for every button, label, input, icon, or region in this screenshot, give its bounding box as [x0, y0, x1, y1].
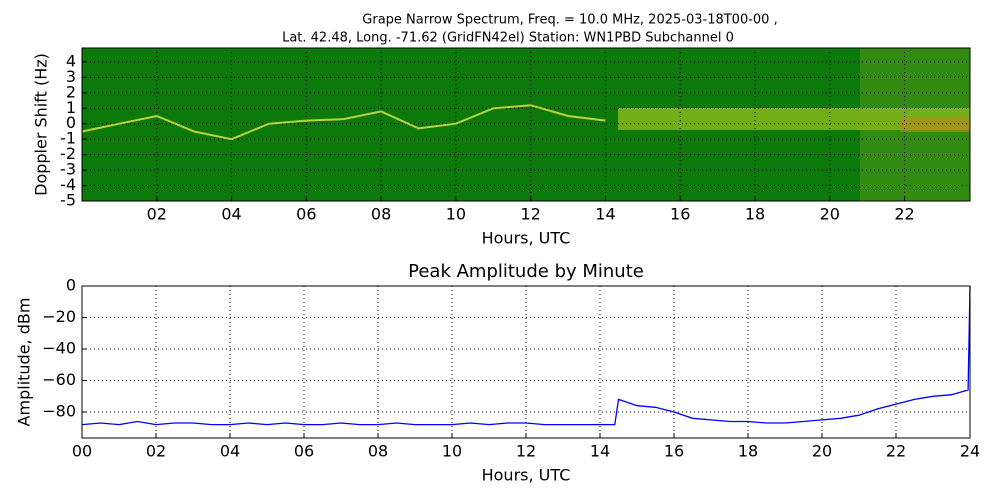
y-tick-label: -1	[60, 129, 76, 148]
y-tick-label: −20	[42, 307, 76, 326]
plot-frame	[81, 47, 971, 202]
doppler-trace	[81, 104, 606, 141]
amplitude-line	[81, 285, 971, 426]
x-tick-label: 04	[220, 442, 240, 461]
x-tick-label: 12	[520, 205, 540, 224]
x-tick-label: 10	[446, 205, 466, 224]
x-tick-label: 24	[960, 442, 980, 461]
x-axis-label: Hours, UTC	[482, 229, 571, 248]
x-tick-label: 08	[368, 442, 388, 461]
x-tick-label: 08	[371, 205, 391, 224]
x-tick-label: 22	[886, 442, 906, 461]
y-tick-label: −60	[42, 370, 76, 389]
y-tick-label: -4	[60, 175, 76, 194]
x-axis-label: Hours, UTC	[482, 466, 571, 485]
x-tick-label: 20	[812, 442, 832, 461]
x-tick-label: 16	[670, 205, 690, 224]
y-tick-label: −40	[42, 339, 76, 358]
x-tick-label: 14	[590, 442, 610, 461]
y-axis-label: Amplitude, dBm	[15, 298, 34, 427]
x-tick-label: 04	[221, 205, 241, 224]
y-tick-label: 4	[66, 51, 76, 70]
x-tick-label: 22	[894, 205, 914, 224]
x-tick-label: 02	[147, 205, 167, 224]
y-tick-label: 3	[66, 67, 76, 86]
y-tick-label: -5	[60, 191, 76, 210]
spectrogram-band	[618, 108, 970, 130]
x-tick-label: 14	[595, 205, 615, 224]
plot-frame	[81, 285, 971, 439]
y-tick-label: −80	[42, 402, 76, 421]
y-tick-label: 2	[66, 82, 76, 101]
x-tick-label: 02	[146, 442, 166, 461]
x-tick-label: 20	[820, 205, 840, 224]
x-tick-label: 06	[294, 442, 314, 461]
x-tick-label: 18	[745, 205, 765, 224]
chart-title: Peak Amplitude by Minute	[408, 261, 644, 282]
y-tick-label: -2	[60, 144, 76, 163]
spectrogram-noise	[860, 48, 970, 201]
x-tick-label: 18	[738, 442, 758, 461]
y-tick-label: -3	[60, 160, 76, 179]
chart-title: Grape Narrow Spectrum, Freq. = 10.0 MHz,…	[362, 13, 777, 28]
x-tick-label: 00	[72, 442, 92, 461]
x-tick-label: 16	[664, 442, 684, 461]
spectrogram-hotspot	[900, 118, 970, 132]
y-axis-label: Doppler Shift (Hz)	[32, 53, 51, 196]
x-tick-label: 06	[296, 205, 316, 224]
x-tick-label: 10	[442, 442, 462, 461]
y-tick-label: 0	[66, 276, 76, 295]
chart-subtitle: Lat. 42.48, Long. -71.62 (GridFN42el) St…	[282, 31, 734, 46]
x-tick-label: 12	[516, 442, 536, 461]
y-tick-label: 1	[66, 98, 76, 117]
y-tick-label: 0	[66, 113, 76, 132]
